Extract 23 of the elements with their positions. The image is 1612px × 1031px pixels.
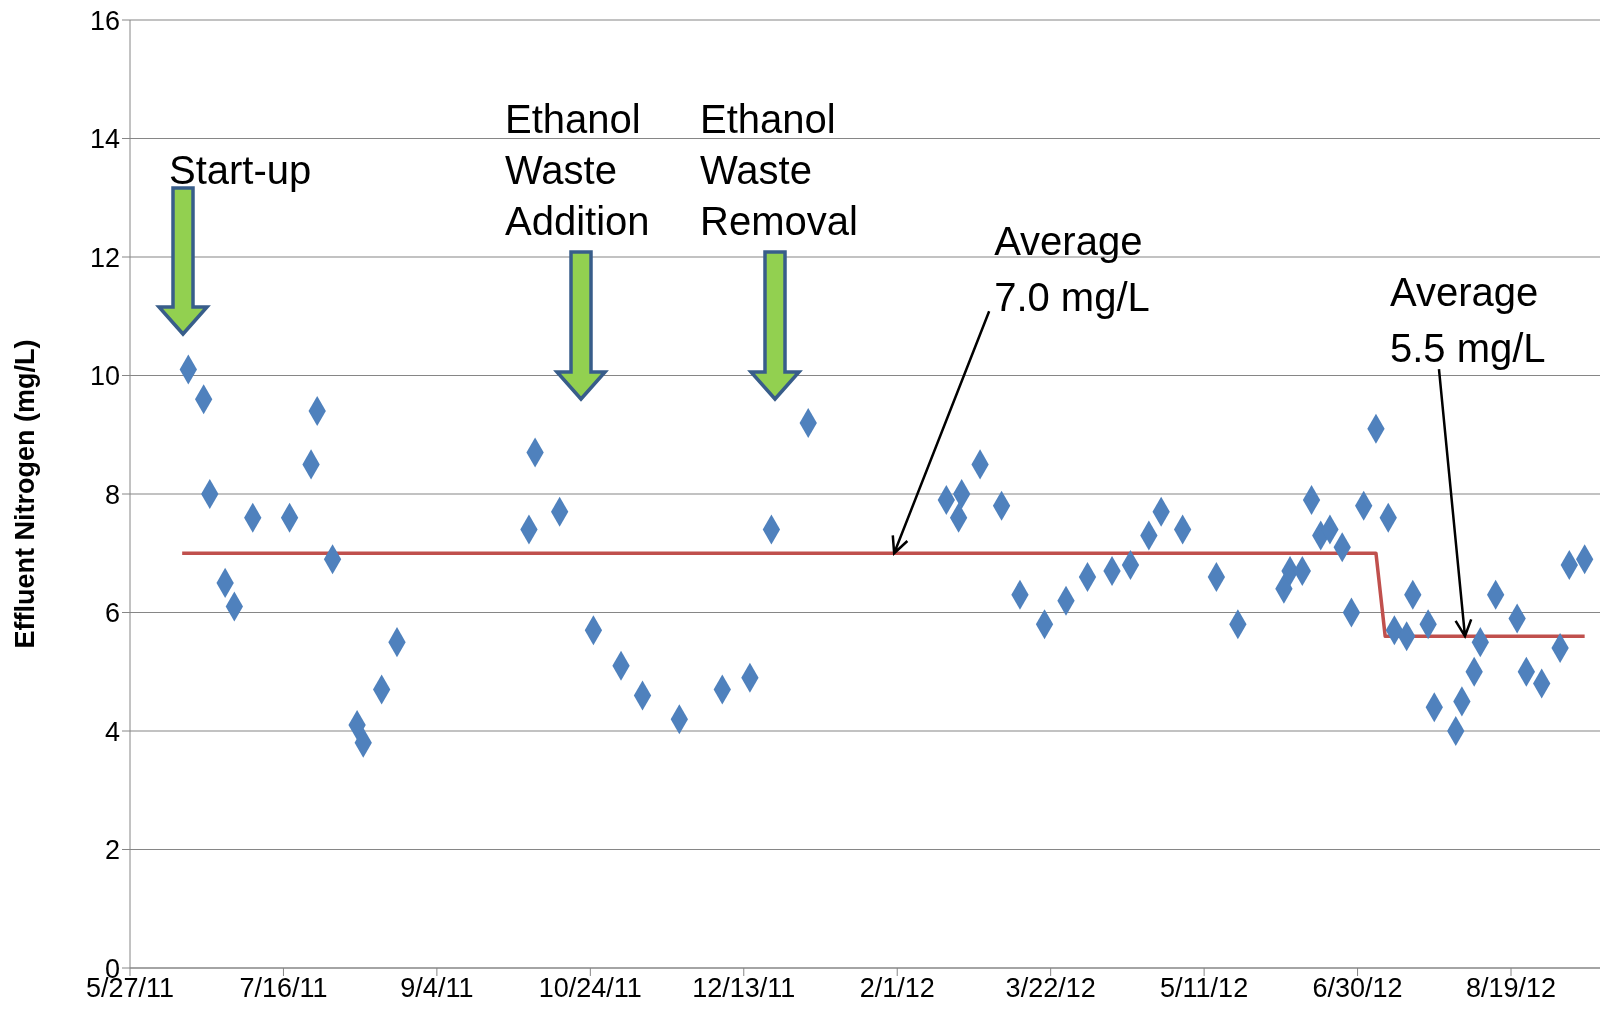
y-tick-label: 16 — [89, 5, 120, 36]
y-tick-label: 4 — [104, 716, 120, 747]
y-tick-label: 2 — [104, 835, 120, 866]
x-tick-label: 6/30/12 — [1312, 973, 1403, 1004]
annotation: Ethanol Waste Removal — [700, 97, 858, 243]
annotation: Start-up — [169, 148, 312, 192]
y-tick-label: 14 — [89, 124, 120, 155]
annotation: Ethanol Waste Addition — [505, 97, 650, 243]
x-tick-label: 12/13/11 — [692, 973, 796, 1004]
x-tick-label: 7/16/11 — [239, 973, 328, 1004]
annotation: Average 5.5 mg/L — [1389, 270, 1546, 371]
y-axis-title: Effluent Nitrogen (mg/L) — [9, 339, 40, 649]
x-tick-label: 9/4/11 — [400, 973, 474, 1004]
y-tick-label: 10 — [89, 361, 120, 392]
y-tick-label: 6 — [104, 598, 120, 629]
x-tick-label: 3/22/12 — [1005, 973, 1096, 1004]
y-tick-label: 12 — [89, 242, 120, 273]
x-tick-label: 10/24/11 — [538, 973, 642, 1004]
x-tick-label: 8/19/12 — [1465, 973, 1557, 1004]
annotation: Average 7.0 mg/L — [994, 219, 1150, 320]
y-tick-label: 8 — [104, 479, 120, 510]
x-tick-label: 5/11/12 — [1160, 973, 1249, 1004]
x-tick-label: 2/1/12 — [859, 973, 935, 1004]
